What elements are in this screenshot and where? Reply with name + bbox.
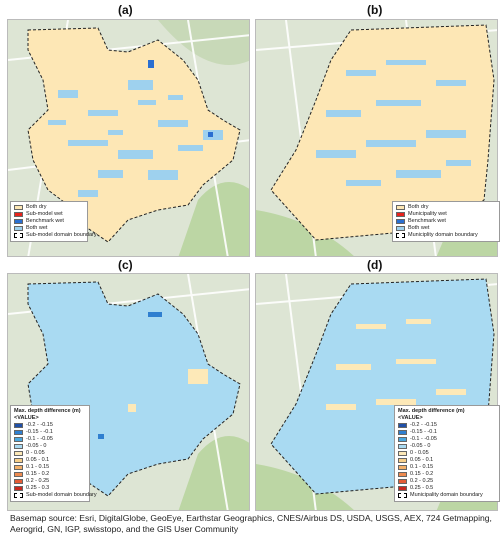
legend-d-item: 0.1 - 0.15 — [398, 464, 496, 471]
legend-c-item: -0.1 - -0.05 — [14, 436, 86, 443]
legend-c-item: 0.05 - 0.1 — [14, 457, 86, 464]
legend-a-item: Both dry — [14, 204, 84, 211]
legend-d-item: 0.25 - 0.5 — [398, 485, 496, 492]
legend-c-boundary: Sub-model domain boundary — [14, 492, 97, 499]
legend-a-item: Benchmark wet — [14, 218, 84, 225]
legend-c: Max. depth difference (m) <VALUE> -0.2 -… — [10, 405, 97, 502]
legend-b-item: Municipality wet — [396, 211, 496, 218]
legend-a: Both dry Sub-model wet Benchmark wet Bot… — [10, 201, 97, 242]
legend-a-item: Sub-model wet — [14, 211, 84, 218]
legend-b-item: Both wet — [396, 225, 496, 232]
legend-d-item: -0.1 - -0.05 — [398, 436, 496, 443]
panel-label-d: (d) — [367, 258, 383, 272]
legend-d-item: 0.2 - 0.25 — [398, 478, 496, 485]
legend-c-item: 0 - 0.05 — [14, 450, 86, 457]
legend-c-title: Max. depth difference (m) — [14, 408, 81, 414]
legend-d-item: -0.15 - -0.1 — [398, 429, 496, 436]
panel-label-c: (c) — [118, 258, 133, 272]
legend-b: Both dry Municipality wet Benchmark wet … — [392, 201, 500, 242]
legend-c-item: 0.1 - 0.15 — [14, 464, 86, 471]
legend-b-item: Benchmark wet — [396, 218, 496, 225]
legend-b-item: Both dry — [396, 204, 496, 211]
legend-c-item: -0.15 - -0.1 — [14, 429, 86, 436]
legend-c-item: 0.25 - 0.3 — [14, 485, 86, 492]
legend-d-item: 0 - 0.05 — [398, 450, 496, 457]
map-b-svg — [256, 20, 497, 256]
legend-c-item: -0.2 - -0.15 — [14, 422, 86, 429]
legend-a-item: Both wet — [14, 225, 84, 232]
legend-d-subtitle: <VALUE> — [398, 415, 423, 421]
legend-d-item: -0.05 - 0 — [398, 443, 496, 450]
legend-d-item: 0.05 - 0.1 — [398, 457, 496, 464]
legend-d-item: 0.15 - 0.2 — [398, 471, 496, 478]
legend-c-item: 0.15 - 0.2 — [14, 471, 86, 478]
legend-c-item: -0.05 - 0 — [14, 443, 86, 450]
legend-c-subtitle: <VALUE> — [14, 415, 39, 421]
legend-c-item: 0.2 - 0.25 — [14, 478, 86, 485]
legend-d: Max. depth difference (m) <VALUE> -0.2 -… — [394, 405, 500, 502]
domain-a — [27, 27, 241, 243]
basemap-caption: Basemap source: Esri, DigitalGlobe, GeoE… — [10, 513, 492, 534]
legend-d-boundary: Municipality domain boundary — [398, 492, 496, 499]
legend-d-title: Max. depth difference (m) — [398, 408, 465, 414]
legend-b-item: Municiplity domain boundary — [396, 232, 496, 239]
legend-d-item: -0.2 - -0.15 — [398, 422, 496, 429]
panel-label-b: (b) — [367, 3, 383, 17]
legend-a-item: Sub-model domain boundary — [14, 232, 97, 239]
panel-label-a: (a) — [118, 3, 133, 17]
